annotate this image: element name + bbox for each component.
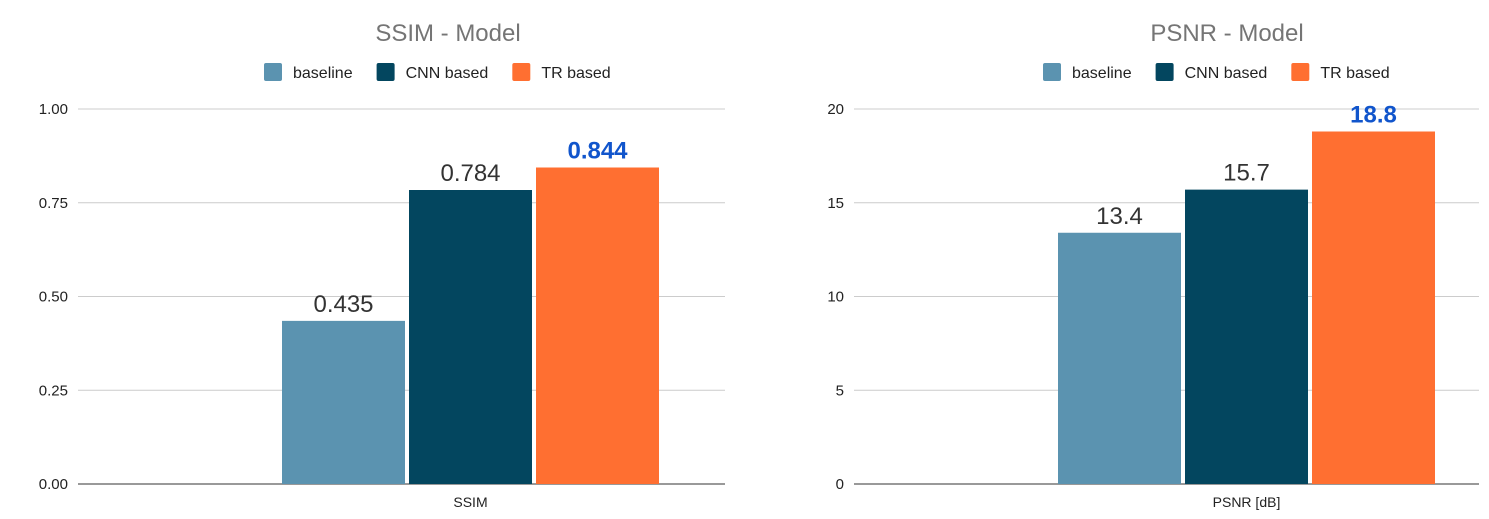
legend-item: TR based <box>1291 63 1390 82</box>
legend-label: CNN based <box>406 65 489 82</box>
legend-label: baseline <box>293 65 353 82</box>
legend-item: baseline <box>1043 63 1132 82</box>
data-label: 15.7 <box>1223 160 1270 187</box>
legend-item: CNN based <box>376 63 489 82</box>
bar-cnn-based <box>409 190 532 484</box>
y-tick-label: 0.75 <box>39 195 68 212</box>
chart-title: PSNR - Model <box>1150 20 1303 47</box>
legend-label: TR based <box>541 65 610 82</box>
legend-swatch <box>1043 63 1061 81</box>
legend-swatch <box>1155 63 1174 81</box>
legend-label: baseline <box>1072 65 1132 82</box>
y-tick-label: 1.00 <box>39 101 68 118</box>
chart-title: SSIM - Model <box>375 20 520 47</box>
bar-baseline <box>1058 232 1181 484</box>
y-tick-label: 10 <box>827 289 844 306</box>
legend-swatch <box>376 63 395 81</box>
legend-item: baseline <box>264 63 353 82</box>
y-tick-label: 0.25 <box>39 382 68 399</box>
chart-0: SSIM - Model baseline CNN based TR based 0.0… <box>39 20 725 510</box>
y-tick-label: 0 <box>836 476 844 493</box>
y-tick-label: 5 <box>836 382 844 399</box>
bar-tr-based <box>1312 131 1435 484</box>
legend-swatch <box>1291 63 1310 81</box>
legend-label: CNN based <box>1185 65 1268 82</box>
legend-swatch <box>512 63 531 81</box>
legend-label: TR based <box>1320 65 1389 82</box>
bar-cnn-based <box>1185 189 1308 484</box>
bar-baseline <box>282 320 405 484</box>
legend-swatch <box>264 63 282 81</box>
bar-tr-based <box>536 167 659 484</box>
data-label: 0.784 <box>440 160 500 187</box>
y-tick-label: 0.00 <box>39 476 68 493</box>
y-tick-label: 15 <box>827 195 844 212</box>
y-tick-label: 20 <box>827 101 844 118</box>
data-label: 0.435 <box>313 291 373 318</box>
data-label: 13.4 <box>1096 203 1143 230</box>
legend: baseline CNN based TR based <box>264 63 611 82</box>
legend-item: TR based <box>512 63 611 82</box>
data-label: 18.8 <box>1350 102 1397 129</box>
x-category-label: SSIM <box>453 494 487 510</box>
y-tick-label: 0.50 <box>39 289 68 306</box>
data-label: 0.844 <box>567 138 628 165</box>
chart-1: PSNR - Model baseline CNN based TR based 0 5 1… <box>827 20 1479 510</box>
legend-item: CNN based <box>1155 63 1268 82</box>
x-category-label: PSNR [dB] <box>1213 494 1281 510</box>
legend: baseline CNN based TR based <box>1043 63 1390 82</box>
